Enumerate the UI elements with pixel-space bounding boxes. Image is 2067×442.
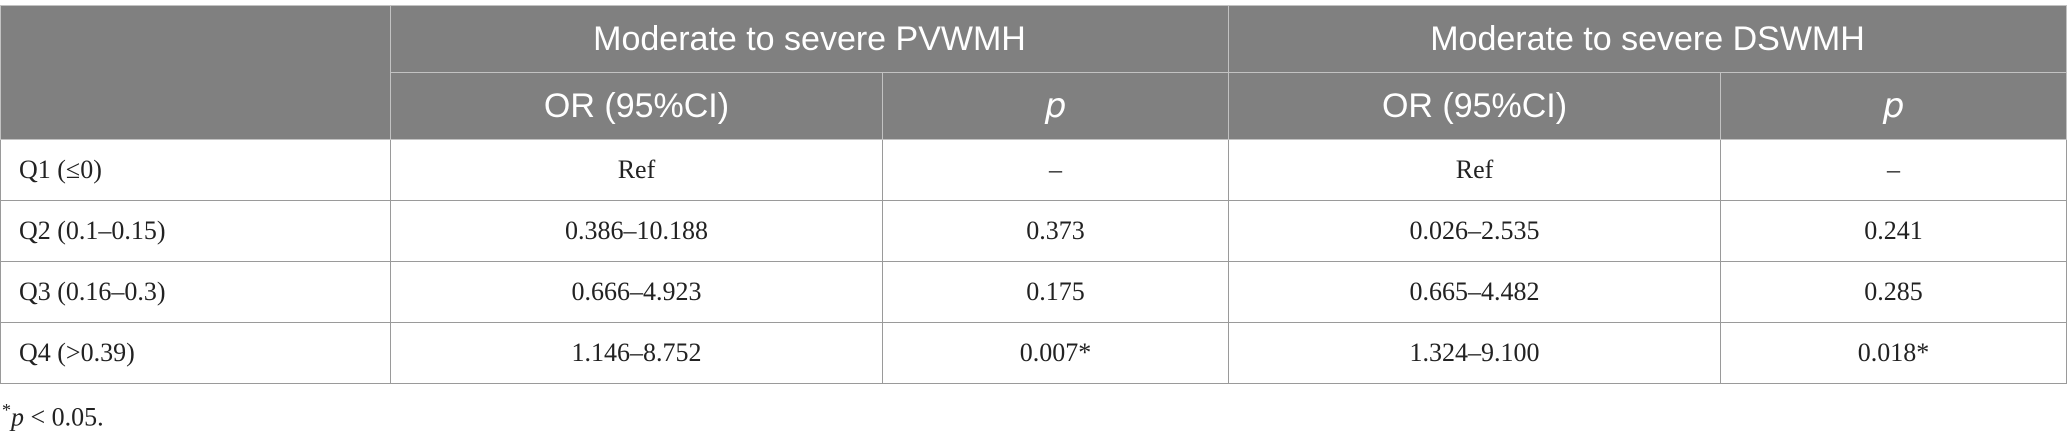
- table-header: Moderate to severe PVWMH Moderate to sev…: [0, 5, 2067, 140]
- footnote-symbol: *: [2, 400, 11, 420]
- table-footnote: *p < 0.05.: [2, 400, 104, 433]
- footnote-condition: < 0.05.: [24, 402, 104, 432]
- pvwmh-p-cell: 0.175: [881, 261, 1230, 323]
- results-table-container: Moderate to severe PVWMH Moderate to sev…: [0, 5, 2067, 384]
- dswmh-or-cell: Ref: [1228, 139, 1722, 201]
- pvwmh-p-cell: –: [881, 139, 1230, 201]
- header-pvwmh-or: OR (95%CI): [390, 72, 883, 140]
- row-label: Q4 (>0.39): [0, 322, 391, 384]
- pvwmh-or-cell: Ref: [390, 139, 883, 201]
- header-dswmh-or: OR (95%CI): [1228, 72, 1722, 140]
- dswmh-p-cell: 0.241: [1720, 200, 2067, 262]
- pvwmh-or-cell: 0.666–4.923: [390, 261, 883, 323]
- dswmh-or-cell: 0.026–2.535: [1228, 200, 1722, 262]
- table-row: Q4 (>0.39) 1.146–8.752 0.007* 1.324–9.10…: [0, 322, 2067, 384]
- dswmh-or-cell: 0.665–4.482: [1228, 261, 1722, 323]
- dswmh-p-cell: 0.285: [1720, 261, 2067, 323]
- header-row-subheaders: OR (95%CI) p OR (95%CI) p: [1, 72, 2067, 140]
- row-label: Q1 (≤0): [0, 139, 391, 201]
- header-row-groups: Moderate to severe PVWMH Moderate to sev…: [0, 5, 2067, 140]
- results-table: Moderate to severe PVWMH Moderate to sev…: [0, 5, 2067, 384]
- dswmh-p-cell: –: [1720, 139, 2067, 201]
- table-row: Q2 (0.1–0.15) 0.386–10.188 0.373 0.026–2…: [0, 200, 2067, 262]
- pvwmh-p-cell: 0.007*: [881, 322, 1230, 384]
- header-group-pvwmh: Moderate to severe PVWMH: [389, 5, 1230, 73]
- table-row: Q3 (0.16–0.3) 0.666–4.923 0.175 0.665–4.…: [0, 261, 2067, 323]
- pvwmh-p-cell: 0.373: [881, 200, 1230, 262]
- header-group-dswmh: Moderate to severe DSWMH: [1228, 5, 2067, 73]
- row-label: Q3 (0.16–0.3): [0, 261, 391, 323]
- header-corner-cell: [0, 5, 391, 140]
- header-dswmh-p: p: [1720, 72, 2067, 140]
- pvwmh-or-cell: 1.146–8.752: [390, 322, 883, 384]
- row-label: Q2 (0.1–0.15): [0, 200, 391, 262]
- header-pvwmh-p: p: [881, 72, 1230, 140]
- footnote-variable: p: [11, 402, 24, 432]
- pvwmh-or-cell: 0.386–10.188: [390, 200, 883, 262]
- table-row: Q1 (≤0) Ref – Ref –: [0, 139, 2067, 201]
- dswmh-p-cell: 0.018*: [1720, 322, 2067, 384]
- table-body: Q1 (≤0) Ref – Ref – Q2 (0.1–0.15) 0.386–…: [0, 139, 2067, 384]
- dswmh-or-cell: 1.324–9.100: [1228, 322, 1722, 384]
